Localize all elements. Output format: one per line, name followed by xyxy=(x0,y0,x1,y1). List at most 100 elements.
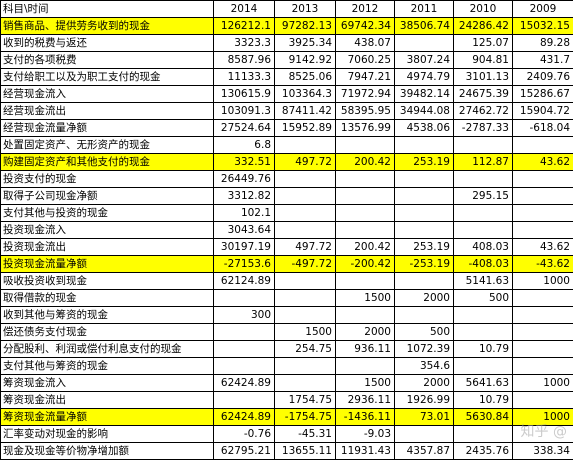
value-cell: 11931.43 xyxy=(335,442,395,460)
row-label-cell: 收到其他与筹资的现金 xyxy=(0,306,214,324)
value-cell: 431.7 xyxy=(512,51,573,69)
value-cell: 89.28 xyxy=(512,34,573,52)
header-year-2012: 2012 xyxy=(335,0,395,18)
row-label-cell: 取得借款的现金 xyxy=(0,289,214,307)
table-row: 支付的各项税费 8587.96 9142.92 7060.25 3807.24 904.8… xyxy=(0,51,573,69)
value-cell xyxy=(453,170,513,188)
table-row: 经营现金流出 103091.3 87411.42 58395.95 34944.08 27… xyxy=(0,102,573,120)
value-cell: 11133.3 xyxy=(213,68,275,86)
table-row: 经营现金流量净额 27524.64 15952.89 13576.99 4538.06-… xyxy=(0,119,573,137)
value-cell xyxy=(394,187,454,205)
value-cell xyxy=(453,306,513,324)
row-label-cell: 支付给职工以及为职工支付的现金 xyxy=(0,68,214,86)
value-cell: 15286.67 xyxy=(512,85,573,103)
value-cell: 62424.89 xyxy=(213,408,275,426)
value-cell xyxy=(335,306,395,324)
table-row: 支付给职工以及为职工支付的现金 11133.3 8525.06 7947.21 4974… xyxy=(0,68,573,86)
table-row: 销售商品、提供劳务收到的现金 126212.1 97282.13 69742.34 38… xyxy=(0,17,573,35)
value-cell xyxy=(394,221,454,239)
value-cell: 497.72 xyxy=(274,153,336,171)
table-row: 筹资现金流入 62424.89 1500 2000 5641.63 1000 xyxy=(0,374,573,392)
value-cell: 58395.95 xyxy=(335,102,395,120)
value-cell: 30197.19 xyxy=(213,238,275,256)
value-cell: -253.19 xyxy=(394,255,454,273)
value-cell: 38506.74 xyxy=(394,17,454,35)
value-cell: 103364.3 xyxy=(274,85,336,103)
value-cell: -9.03 xyxy=(335,425,395,443)
value-cell: 24286.42 xyxy=(453,17,513,35)
value-cell: 438.07 xyxy=(335,34,395,52)
value-cell xyxy=(213,323,275,341)
value-cell xyxy=(213,340,275,358)
value-cell: 13576.99 xyxy=(335,119,395,137)
row-label-cell: 支付的各项税费 xyxy=(0,51,214,69)
value-cell: 200.42 xyxy=(335,153,395,171)
value-cell: 43.62 xyxy=(512,153,573,171)
value-cell: 200.42 xyxy=(335,238,395,256)
value-cell: 130615.9 xyxy=(213,85,275,103)
value-cell: 102.1 xyxy=(213,204,275,222)
value-cell xyxy=(512,306,573,324)
value-cell: 1500 xyxy=(335,289,395,307)
value-cell: 87411.42 xyxy=(274,102,336,120)
value-cell: 43.62 xyxy=(512,238,573,256)
value-cell xyxy=(274,374,336,392)
value-cell: -618.04 xyxy=(512,119,573,137)
value-cell xyxy=(274,170,336,188)
value-cell xyxy=(335,170,395,188)
row-label-cell: 经营现金流入 xyxy=(0,85,214,103)
value-cell: -0.76 xyxy=(213,425,275,443)
value-cell: 71972.94 xyxy=(335,85,395,103)
row-label-cell: 支付其他与投资的现金 xyxy=(0,204,214,222)
value-cell: 73.01 xyxy=(394,408,454,426)
value-cell: 6.8 xyxy=(213,136,275,154)
value-cell: 26449.76 xyxy=(213,170,275,188)
table-row: 筹资现金流出 1754.75 2936.11 1926.99 10.79 xyxy=(0,391,573,409)
value-cell: 1072.39 xyxy=(394,340,454,358)
row-label-cell: 汇率变动对现金的影响 xyxy=(0,425,214,443)
value-cell: -2787.33 xyxy=(453,119,513,137)
value-cell: 27462.72 xyxy=(453,102,513,120)
value-cell xyxy=(274,357,336,375)
value-cell: 500 xyxy=(453,289,513,307)
row-label-cell: 吸收投资收到现金 xyxy=(0,272,214,290)
value-cell: 24675.39 xyxy=(453,85,513,103)
value-cell xyxy=(394,136,454,154)
value-cell: 15952.89 xyxy=(274,119,336,137)
value-cell: 295.15 xyxy=(453,187,513,205)
value-cell: 69742.34 xyxy=(335,17,395,35)
table-row: 经营现金流入 130615.9 103364.3 71972.94 39482.14 24… xyxy=(0,85,573,103)
table-row: 投资支付的现金 26449.76 xyxy=(0,170,573,188)
value-cell xyxy=(274,136,336,154)
table-row: 现金及现金等价物净增加额 62795.21 13655.11 11931.43 4357… xyxy=(0,442,573,460)
value-cell: 62424.89 xyxy=(213,374,275,392)
value-cell: 8587.96 xyxy=(213,51,275,69)
value-cell: -1754.75 xyxy=(274,408,336,426)
value-cell xyxy=(394,306,454,324)
header-year-2011: 2011 xyxy=(394,0,454,18)
value-cell xyxy=(394,425,454,443)
value-cell xyxy=(512,289,573,307)
value-cell: 2409.76 xyxy=(512,68,573,86)
row-label-cell: 分配股利、利润或偿付利息支付的现金 xyxy=(0,340,214,358)
value-cell: 13655.11 xyxy=(274,442,336,460)
value-cell xyxy=(335,357,395,375)
value-cell: 338.34 xyxy=(512,442,573,460)
value-cell: 2000 xyxy=(394,374,454,392)
row-label-cell: 现金及现金等价物净增加额 xyxy=(0,442,214,460)
value-cell xyxy=(274,187,336,205)
value-cell: 4974.79 xyxy=(394,68,454,86)
value-cell: -497.72 xyxy=(274,255,336,273)
value-cell: 7060.25 xyxy=(335,51,395,69)
value-cell xyxy=(213,289,275,307)
value-cell: 2000 xyxy=(394,289,454,307)
value-cell: 126212.1 xyxy=(213,17,275,35)
value-cell: -45.31 xyxy=(274,425,336,443)
value-cell xyxy=(394,272,454,290)
value-cell xyxy=(512,204,573,222)
value-cell: 904.81 xyxy=(453,51,513,69)
value-cell xyxy=(274,289,336,307)
value-cell xyxy=(274,204,336,222)
value-cell: 254.75 xyxy=(274,340,336,358)
